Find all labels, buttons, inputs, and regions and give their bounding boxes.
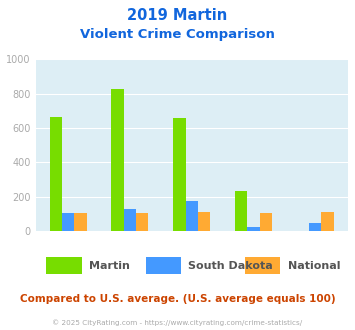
Bar — [124, 209, 136, 231]
Text: © 2025 CityRating.com - https://www.cityrating.com/crime-statistics/: © 2025 CityRating.com - https://www.city… — [53, 319, 302, 326]
Bar — [50, 117, 62, 231]
Bar — [235, 191, 247, 231]
Bar — [75, 213, 87, 231]
Text: Violent Crime Comparison: Violent Crime Comparison — [80, 28, 275, 41]
Text: South Dakota: South Dakota — [188, 261, 273, 271]
Bar — [62, 213, 75, 231]
Text: National: National — [288, 261, 340, 271]
Bar — [260, 213, 272, 231]
Bar — [111, 89, 124, 231]
Text: 2019 Martin: 2019 Martin — [127, 8, 228, 23]
Bar — [136, 213, 148, 231]
Bar — [309, 223, 321, 231]
Bar — [247, 227, 260, 231]
Text: Compared to U.S. average. (U.S. average equals 100): Compared to U.S. average. (U.S. average … — [20, 294, 335, 304]
Text: Martin: Martin — [89, 261, 130, 271]
Bar — [186, 201, 198, 231]
Bar — [321, 212, 334, 231]
Bar — [198, 212, 210, 231]
Bar — [173, 118, 186, 231]
